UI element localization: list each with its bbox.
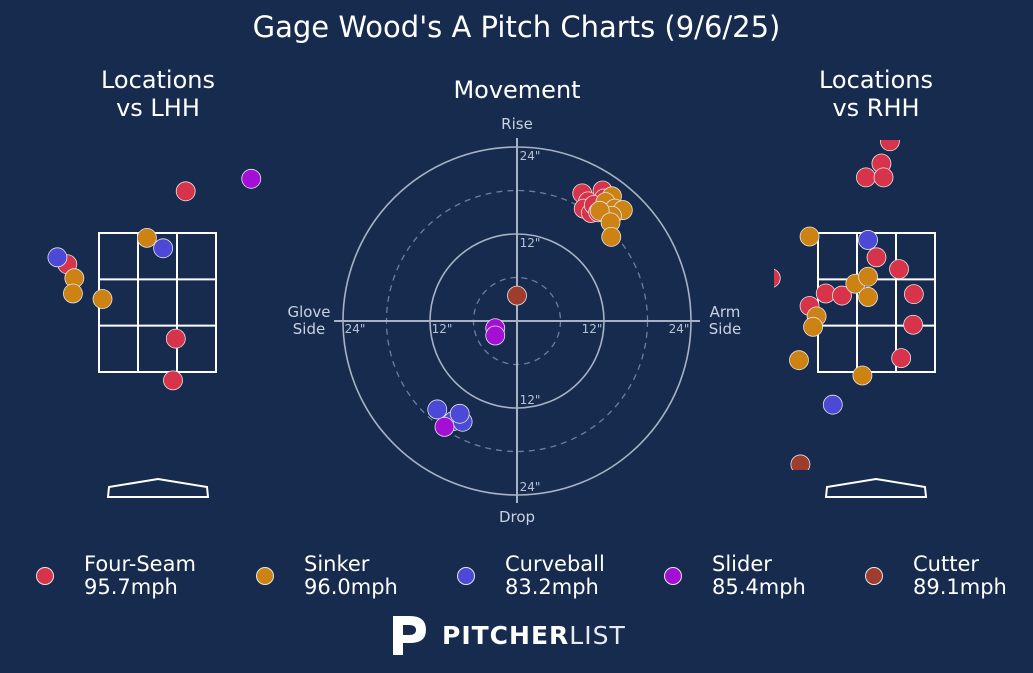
pitch-point-sinker — [852, 365, 873, 386]
movement-tick-label-12-right: 12" — [582, 322, 603, 336]
pitcherlist-logo: PITCHERLIST — [390, 612, 630, 658]
legend-pitch-speed: 96.0mph — [304, 575, 398, 599]
pitch-point-four-seam — [903, 284, 924, 305]
lhh-pitch-points — [47, 168, 262, 391]
movement-point-slider — [434, 416, 455, 437]
rhh-pitch-points — [774, 140, 924, 522]
pitch-point-four-seam — [873, 167, 894, 188]
legend: Four-Seam 95.7mph Sinker 96.0mph Curveba… — [0, 550, 1033, 602]
pitch-point-four-seam — [163, 370, 183, 391]
pitch-point-sinker — [137, 227, 157, 248]
brand-wordmark-light: LIST — [569, 621, 626, 650]
pitch-point-four-seam — [891, 348, 912, 369]
legend-pitch-speed: 83.2mph — [505, 575, 599, 599]
legend-swatch — [664, 567, 682, 585]
pitch-point-slider — [793, 471, 812, 490]
movement-point-curveball — [427, 399, 448, 420]
movement-tick-label-24-left: 24" — [345, 322, 366, 336]
pitch-point-sinker — [858, 266, 878, 287]
legend-pitch-name: Four-Seam — [84, 552, 196, 576]
movement-point-cutter — [507, 285, 527, 306]
movement-point-curveball — [449, 403, 470, 424]
pitch-point-four-seam — [165, 328, 186, 349]
legend-swatch — [256, 567, 274, 585]
movement-tick-label-12-bottom: 12" — [520, 393, 541, 407]
legend-swatch — [457, 567, 475, 585]
pitch-point-slider — [792, 503, 811, 522]
pitch-point-sinker — [789, 350, 809, 371]
pitch-point-four-seam — [903, 314, 924, 335]
rhh-home-plate — [824, 477, 928, 498]
movement-tick-label-12-top: 12" — [520, 236, 541, 250]
movement-tick-label-24-bottom: 24" — [520, 480, 541, 494]
pitch-point-four-seam — [856, 167, 876, 188]
pitch-point-sinker — [799, 226, 820, 247]
chart-title: Gage Wood's A Pitch Charts (9/6/25) — [252, 10, 781, 44]
pitch-point-sinker — [92, 289, 113, 309]
pitch-point-curveball — [858, 230, 878, 250]
pitch-point-curveball — [822, 394, 843, 415]
pitch-point-sinker — [858, 287, 878, 307]
pitch-point-four-seam — [889, 259, 909, 280]
lhh-home-plate — [106, 477, 210, 498]
pitch-point-curveball — [153, 238, 174, 259]
pitch-point-curveball — [47, 247, 68, 268]
legend-pitch-name: Cutter — [913, 552, 979, 576]
legend-pitch-name: Curveball — [505, 552, 605, 576]
movement-point-sinker — [601, 226, 622, 247]
lhh-strike-zone — [98, 232, 217, 373]
pitch-point-sinker — [63, 283, 83, 304]
pitch-point-cutter — [790, 454, 811, 470]
legend-pitch-speed: 89.1mph — [913, 575, 1007, 599]
legend-pitch-speed: 95.7mph — [84, 575, 178, 599]
pitch-point-four-seam — [175, 181, 196, 202]
movement-tick-label-12-left: 12" — [432, 322, 453, 336]
movement-label-rise: Rise — [501, 115, 533, 133]
brand-wordmark: PITCHERLIST — [442, 621, 626, 650]
pitch-point-sinker — [803, 316, 823, 337]
movement-label-drop: Drop — [499, 508, 535, 526]
pitcherlist-p-icon — [393, 616, 426, 655]
pitch-point-four-seam — [879, 140, 900, 152]
legend-pitch-speed: 85.4mph — [712, 575, 806, 599]
legend-swatch — [865, 567, 883, 585]
brand-wordmark-bold: PITCHER — [442, 621, 570, 650]
movement-tick-label-24-right: 24" — [669, 322, 690, 336]
movement-label-glove: Glove — [287, 303, 330, 321]
legend-pitch-name: Sinker — [304, 552, 370, 576]
movement-label-glove-side: Side — [293, 320, 325, 338]
lhh-panel-title: Locations vs LHH — [100, 66, 215, 122]
pitch-point-slider — [241, 168, 262, 189]
movement-label-arm-side: Side — [709, 320, 741, 338]
pitch-point-four-seam — [866, 247, 887, 268]
legend-swatch — [36, 567, 54, 585]
movement-tick-label-24-top: 24" — [520, 149, 541, 163]
pitch-point-four-seam — [832, 285, 852, 306]
movement-label-arm: Arm — [710, 303, 741, 321]
pitch-point-four-seam — [774, 268, 781, 288]
movement-point-slider — [485, 325, 506, 346]
legend-pitch-name: Slider — [712, 552, 772, 576]
movement-panel-title: Movement — [453, 76, 581, 104]
rhh-panel-title: Locations vs RHH — [818, 66, 933, 122]
